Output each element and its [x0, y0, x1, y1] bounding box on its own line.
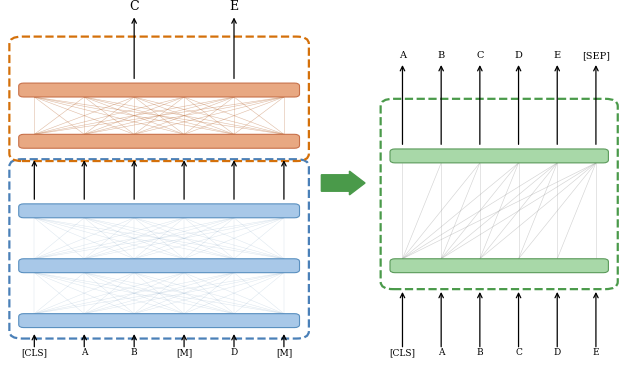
Text: E: E — [230, 0, 238, 13]
Text: C: C — [129, 0, 139, 13]
FancyBboxPatch shape — [390, 259, 608, 273]
FancyBboxPatch shape — [19, 314, 300, 328]
FancyBboxPatch shape — [390, 149, 608, 163]
Text: D: D — [553, 348, 561, 357]
Text: [SEP]: [SEP] — [582, 51, 610, 60]
Text: E: E — [553, 51, 561, 60]
Text: A: A — [399, 51, 406, 60]
Text: B: B — [437, 51, 445, 60]
Text: [M]: [M] — [176, 348, 192, 357]
Text: B: B — [131, 348, 137, 357]
Text: A: A — [81, 348, 87, 357]
FancyBboxPatch shape — [19, 83, 300, 97]
Text: D: D — [515, 51, 522, 60]
Text: D: D — [230, 348, 238, 357]
Text: B: B — [477, 348, 483, 357]
Text: A: A — [438, 348, 444, 357]
Text: C: C — [515, 348, 522, 357]
FancyBboxPatch shape — [19, 259, 300, 273]
Text: C: C — [476, 51, 484, 60]
Text: E: E — [593, 348, 599, 357]
FancyArrow shape — [321, 171, 365, 195]
Text: [M]: [M] — [276, 348, 292, 357]
FancyBboxPatch shape — [19, 134, 300, 148]
FancyBboxPatch shape — [19, 204, 300, 218]
Text: [CLS]: [CLS] — [21, 348, 47, 357]
Text: [CLS]: [CLS] — [389, 348, 416, 357]
